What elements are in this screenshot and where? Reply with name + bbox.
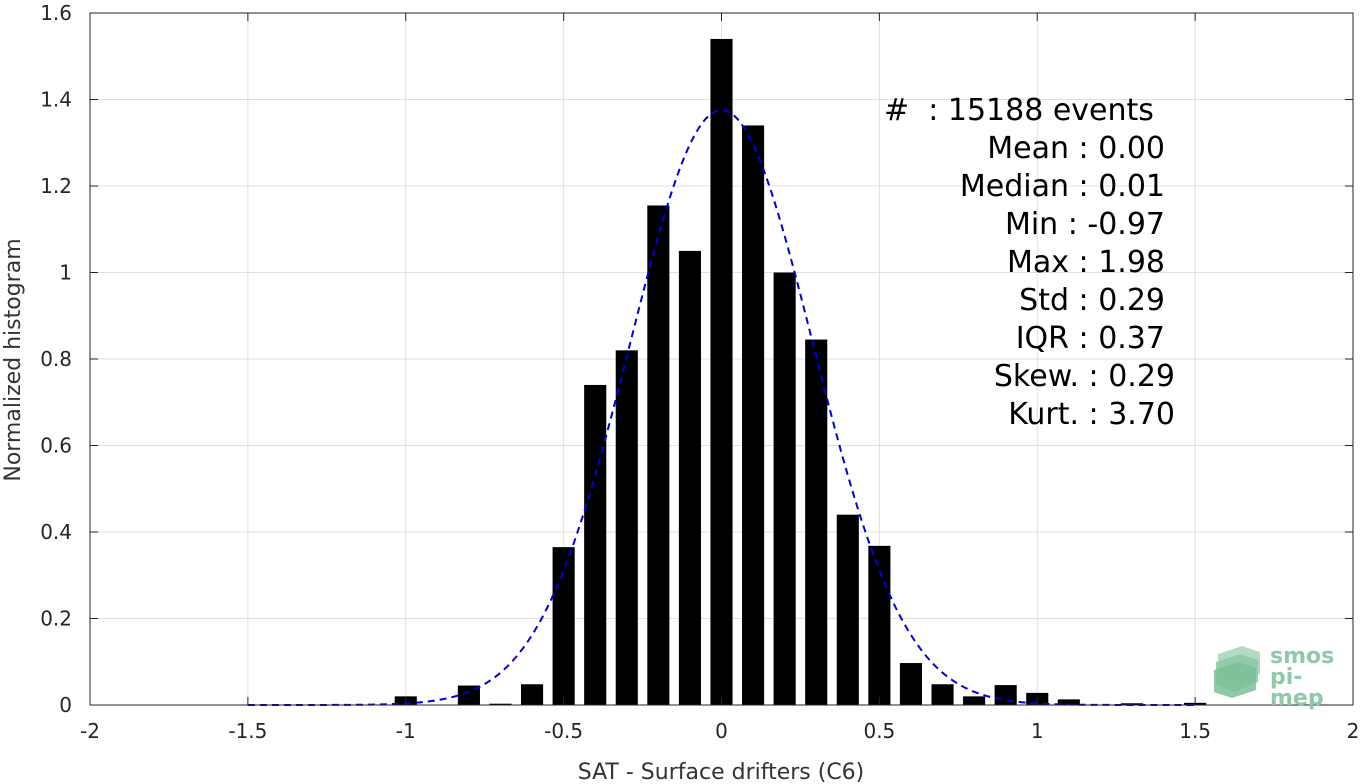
histogram-bar	[836, 514, 859, 705]
plot-frame	[89, 12, 1354, 706]
stat-mean: Mean : 0.00	[987, 131, 1165, 166]
y-tick-label: 1.6	[40, 1, 72, 25]
stat-skew: Skew. : 0.29	[993, 359, 1175, 394]
stat-std: Std : 0.29	[1019, 283, 1165, 318]
logo-line-2: pi-mep	[1270, 665, 1324, 711]
logo-layers-icon	[1214, 646, 1260, 698]
y-tick-label: 0.2	[40, 607, 72, 631]
histogram-bar	[773, 272, 796, 705]
y-tick-label: 0.8	[40, 347, 72, 371]
stat-iqr: IQR : 0.37	[1015, 321, 1165, 356]
histogram-bar	[805, 339, 828, 705]
histogram-bar	[552, 547, 575, 705]
y-tick-label: 1.4	[40, 88, 72, 112]
y-tick-label: 0.6	[40, 434, 72, 458]
x-tick-label: 1	[1031, 719, 1044, 743]
histogram-bar	[710, 38, 733, 705]
stat-median: Median : 0.01	[959, 169, 1165, 204]
stat-events: # : 15188 events	[884, 93, 1154, 128]
histogram-bars	[394, 38, 1207, 705]
histogram-bar	[963, 696, 986, 705]
x-tick-label: -1	[396, 719, 416, 743]
histogram-bar	[931, 684, 954, 705]
x-tick-label: -2	[80, 719, 100, 743]
stat-min: Min : -0.97	[1004, 207, 1165, 242]
x-tick-label: -0.5	[544, 719, 583, 743]
histogram-bar	[520, 684, 544, 705]
y-tick-label: 1	[59, 261, 72, 285]
stat-max: Max : 1.98	[1007, 245, 1165, 280]
histogram-bar	[584, 384, 607, 705]
y-tick-label: 0.4	[40, 520, 72, 544]
x-tick-label: 2	[1347, 719, 1360, 743]
histogram-bar	[742, 125, 765, 705]
histogram-bar	[678, 250, 701, 705]
x-tick-label: -1.5	[228, 719, 267, 743]
tick-labels: -2 -1.5 -1 -0.5 0 0.5 1 1.5 2 0 0.2 0.4 0.6 0.8 1 1.2 1.…	[40, 1, 1359, 743]
stat-kurt: Kurt. : 3.70	[1008, 397, 1175, 432]
logo-text: smos pi-mep	[1270, 644, 1352, 711]
histogram-bar	[615, 350, 638, 705]
y-tick-label: 1.2	[40, 174, 72, 198]
smos-pi-mep-logo: smos pi-mep	[1212, 644, 1352, 710]
statistics-panel: # : 15188 events Mean : 0.00 Median : 0.…	[830, 92, 1175, 434]
x-tick-label: 1.5	[1179, 719, 1211, 743]
x-tick-label: 0.5	[863, 719, 895, 743]
histogram-bar	[1057, 699, 1080, 705]
axes-frame	[89, 12, 1354, 706]
x-axis-label: SAT - Surface drifters (C6)	[578, 760, 865, 784]
histogram-bar	[647, 205, 670, 705]
histogram-bar	[899, 663, 923, 705]
histogram-bar	[457, 685, 480, 705]
histogram-bar	[489, 703, 512, 705]
y-axis-label: Normalized histogram	[1, 238, 26, 481]
logo-line-1: smos	[1270, 644, 1335, 669]
histogram-bar	[868, 545, 891, 705]
y-tick-label: 0	[59, 693, 72, 717]
x-tick-label: 0	[715, 719, 728, 743]
